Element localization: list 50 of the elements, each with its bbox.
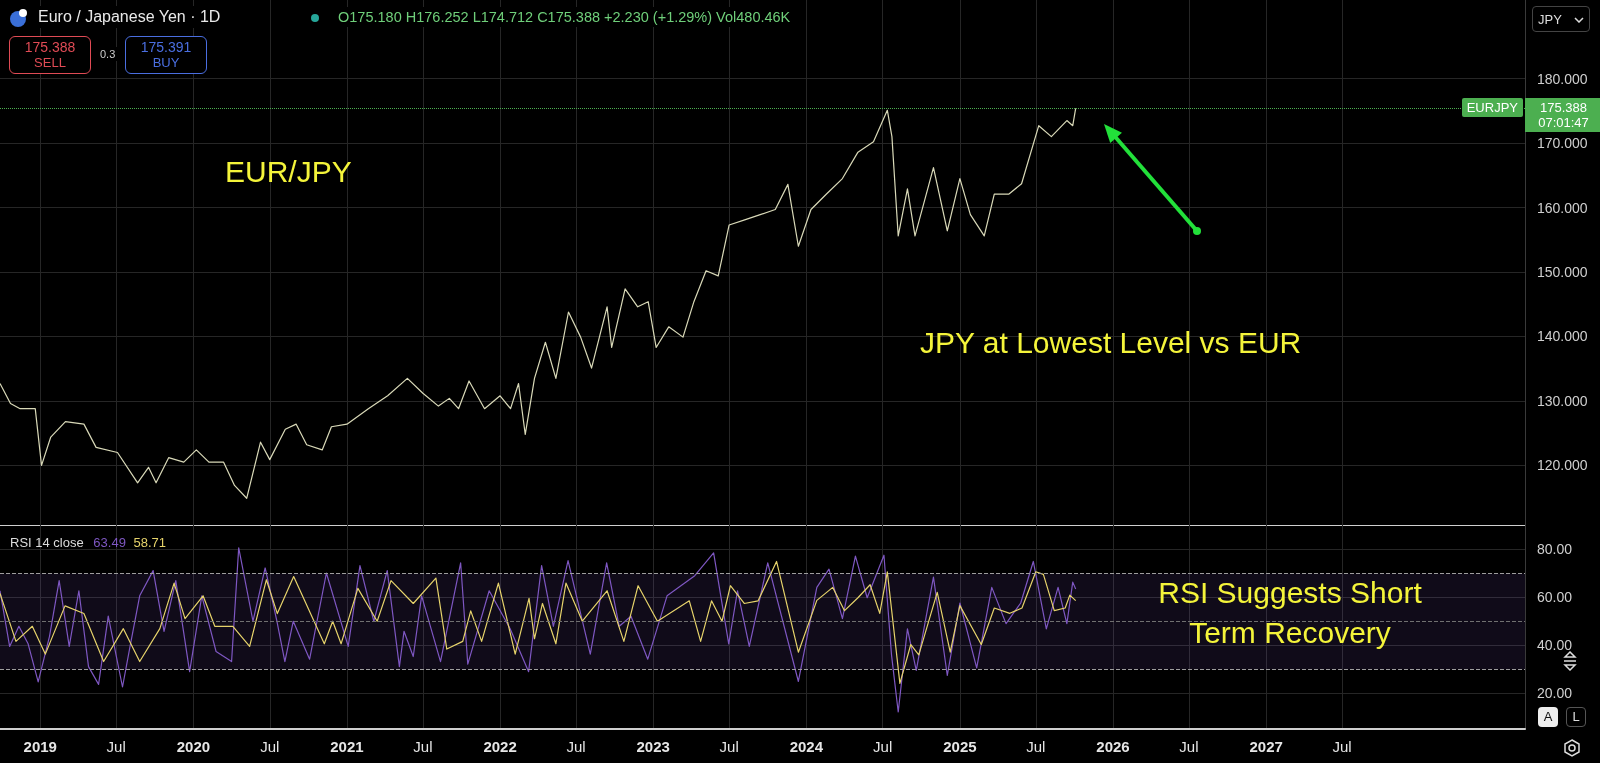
annotation: O175.180 H176.252 L174.712 C175.388 +2.230 (+1.29%) Vol480.46K <box>334 7 795 27</box>
annotation: RSI 14 close <box>10 535 84 550</box>
y-tick-label: 120.000 <box>1537 457 1588 474</box>
x-tick-label: 2019 <box>23 738 57 755</box>
x-tick-label: Jul <box>106 738 126 755</box>
annotation: Euro / Japanese Yen · 1D <box>34 6 225 28</box>
y-tick-label: 80.00 <box>1537 541 1573 558</box>
ref-line-label: EURJPY <box>1461 98 1523 118</box>
x-tick-label: 2022 <box>483 738 517 755</box>
x-tick-label: Jul <box>1179 738 1199 755</box>
y-tick-label: 40.00 <box>1537 637 1573 654</box>
x-tick-label: 2020 <box>176 738 211 755</box>
text: JPY <box>1532 6 1590 32</box>
annotation: BUY <box>152 55 180 70</box>
x-tick-label: Jul <box>873 738 893 755</box>
y-tick-label: 160.000 <box>1537 199 1588 216</box>
x-tick-label: 2027 <box>1249 738 1283 755</box>
annotation: 0.3 <box>98 47 118 61</box>
annotation: RSI Suggests Short Term Recovery <box>1157 575 1423 651</box>
text: 07:01:47 <box>1537 115 1590 131</box>
x-tick-label: Jul <box>566 738 586 755</box>
annotation: 58.71 <box>133 535 167 550</box>
text: 175.388 <box>1540 100 1587 116</box>
x-tick-label: Jul <box>260 738 280 755</box>
y-tick-label: 170.000 <box>1537 135 1588 152</box>
annotation: 175.391 <box>140 39 192 55</box>
x-tick-label: 2023 <box>636 738 670 755</box>
line-series <box>0 547 1077 713</box>
x-tick-label: Jul <box>1332 738 1352 755</box>
y-tick-label: 130.000 <box>1537 392 1588 409</box>
x-tick-label: 2026 <box>1096 738 1130 755</box>
annotation: EUR/JPY <box>225 155 352 189</box>
annotation: 175.388 <box>24 39 76 55</box>
x-tick-label: 2024 <box>789 738 824 755</box>
y-tick-label: 140.000 <box>1537 328 1588 345</box>
x-tick-label: Jul <box>719 738 739 755</box>
y-tick-label: 20.00 <box>1537 685 1573 702</box>
annotation: JPY at Lowest Level vs EUR <box>920 326 1302 360</box>
annotation: 63.49 <box>93 535 126 550</box>
x-tick-label: Jul <box>1026 738 1046 755</box>
annotation: SELL <box>34 55 66 70</box>
x-tick-label: 2025 <box>943 738 977 755</box>
text: A <box>1538 707 1558 727</box>
text: L <box>1566 707 1586 727</box>
y-tick-label: 60.00 <box>1537 589 1573 606</box>
x-tick-label: 2021 <box>330 738 364 755</box>
x-tick-label: Jul <box>413 738 433 755</box>
y-tick-label: 150.000 <box>1537 264 1588 281</box>
line-series <box>0 560 1077 684</box>
y-tick-label: 180.000 <box>1537 70 1588 87</box>
